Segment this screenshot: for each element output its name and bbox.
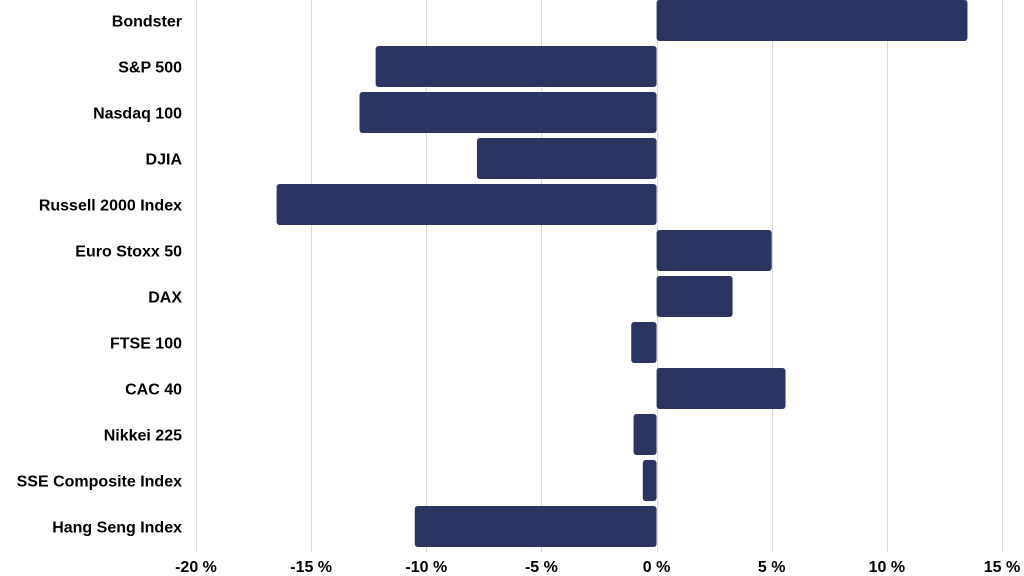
category-label: Euro Stoxx 50: [75, 244, 182, 261]
category-label: S&P 500: [118, 60, 182, 77]
x-axis-tick-labels: -20 % -15 % -10 % -5 % 0 % 5 % 10 % 15 %: [175, 559, 1020, 576]
category-label: DJIA: [146, 152, 183, 169]
bar: [642, 460, 657, 501]
x-tick-label: 10 %: [869, 559, 905, 576]
category-label: Nikkei 225: [104, 428, 182, 445]
bar: [656, 276, 733, 317]
bar: [656, 368, 786, 409]
x-tick-label: 15 %: [984, 559, 1020, 576]
bar: [359, 92, 657, 133]
category-label: SSE Composite Index: [17, 474, 182, 491]
x-tick-label: -15 %: [290, 559, 332, 576]
bar: [633, 414, 657, 455]
x-tick-label: 0 %: [643, 559, 671, 576]
bar: [476, 138, 657, 179]
bar: [375, 46, 657, 87]
category-labels: Bondster S&P 500 Nasdaq 100 DJIA Russell 200…: [17, 14, 183, 537]
x-tick-label: -10 %: [405, 559, 447, 576]
category-label: Bondster: [112, 14, 182, 31]
bar: [276, 184, 657, 225]
category-label: FTSE 100: [110, 336, 182, 353]
bar: [656, 230, 772, 271]
bar-layer: [276, 0, 968, 547]
category-label: CAC 40: [125, 382, 182, 399]
category-label: Nasdaq 100: [93, 106, 182, 123]
bar: [631, 322, 657, 363]
category-label: DAX: [148, 290, 182, 307]
category-label: Hang Seng Index: [52, 520, 182, 537]
x-tick-label: -20 %: [175, 559, 217, 576]
x-tick-label: -5 %: [525, 559, 558, 576]
bar: [414, 506, 657, 547]
bar: [656, 0, 968, 41]
x-tick-label: 5 %: [758, 559, 786, 576]
category-label: Russell 2000 Index: [39, 198, 182, 215]
